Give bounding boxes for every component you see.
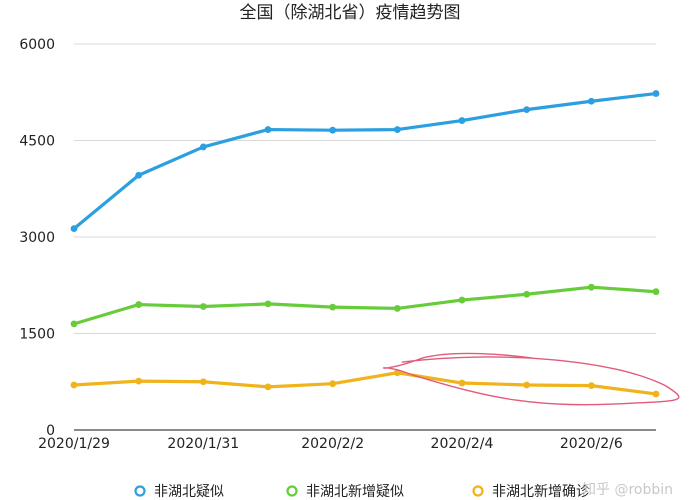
x-tick-label: 2020/2/6 bbox=[560, 436, 623, 452]
y-tick-label: 0 bbox=[46, 423, 55, 439]
legend-marker bbox=[134, 485, 146, 497]
series-2 bbox=[70, 283, 660, 328]
data-point bbox=[652, 390, 660, 398]
data-point bbox=[393, 126, 401, 133]
grid bbox=[74, 43, 656, 431]
data-point bbox=[458, 117, 466, 124]
x-tick-label: 2020/1/29 bbox=[38, 436, 110, 452]
watermark: 知乎 @robbin bbox=[582, 481, 673, 498]
data-point bbox=[329, 126, 337, 134]
series-line bbox=[72, 285, 658, 326]
legend-label: 非湖北疑似 bbox=[154, 484, 224, 500]
data-point bbox=[393, 369, 401, 377]
data-point bbox=[329, 303, 337, 311]
x-tick-label: 2020/1/31 bbox=[167, 436, 239, 452]
legend-item: 非湖北新增确诊 bbox=[472, 484, 590, 500]
data-point bbox=[70, 225, 78, 233]
data-point bbox=[70, 320, 78, 328]
data-point bbox=[652, 90, 660, 97]
data-point bbox=[587, 283, 595, 291]
legend-label: 非湖北新增确诊 bbox=[492, 484, 590, 500]
annotation bbox=[382, 352, 680, 406]
data-point bbox=[587, 97, 595, 105]
legend-marker bbox=[286, 485, 298, 497]
y-tick-label: 4500 bbox=[19, 134, 55, 150]
data-point bbox=[652, 288, 660, 296]
y-axis: 0 1500 3000 4500 6000 bbox=[19, 37, 55, 439]
legend-label: 非湖北新增疑似 bbox=[306, 484, 404, 500]
y-tick-label: 3000 bbox=[19, 230, 55, 246]
data-point bbox=[135, 301, 143, 308]
data-point bbox=[70, 381, 78, 389]
data-point bbox=[135, 377, 143, 385]
data-point bbox=[587, 382, 595, 390]
series-1 bbox=[70, 90, 660, 233]
data-point bbox=[264, 383, 272, 391]
data-point bbox=[458, 296, 466, 304]
data-point bbox=[329, 380, 337, 388]
data-point bbox=[393, 305, 401, 312]
data-point bbox=[523, 106, 531, 114]
annotation-ellipse bbox=[382, 352, 680, 406]
data-point bbox=[523, 381, 531, 389]
y-tick-label: 1500 bbox=[19, 327, 55, 343]
series-line bbox=[72, 91, 658, 231]
legend-item: 非湖北新增疑似 bbox=[286, 484, 404, 500]
data-point bbox=[264, 126, 272, 133]
chart-title: 全国（除湖北省）疫情趋势图 bbox=[240, 3, 461, 23]
data-point bbox=[135, 171, 143, 179]
series-line bbox=[72, 371, 658, 396]
data-point bbox=[199, 303, 207, 310]
legend-marker bbox=[472, 485, 484, 497]
data-point bbox=[199, 143, 207, 151]
legend: 非湖北疑似 非湖北新增疑似 非湖北新增确诊 bbox=[134, 484, 590, 500]
data-point bbox=[264, 300, 272, 308]
x-tick-label: 2020/2/2 bbox=[301, 436, 364, 452]
series-3 bbox=[70, 369, 660, 398]
x-tick-label: 2020/2/4 bbox=[431, 436, 494, 452]
x-axis: 2020/1/29 2020/1/31 2020/2/2 2020/2/4 2020/2… bbox=[38, 436, 623, 452]
data-point bbox=[458, 379, 466, 387]
data-point bbox=[523, 290, 531, 298]
y-tick-label: 6000 bbox=[19, 37, 55, 53]
series-group bbox=[70, 90, 660, 398]
legend-item: 非湖北疑似 bbox=[134, 484, 224, 500]
data-point bbox=[199, 378, 207, 386]
